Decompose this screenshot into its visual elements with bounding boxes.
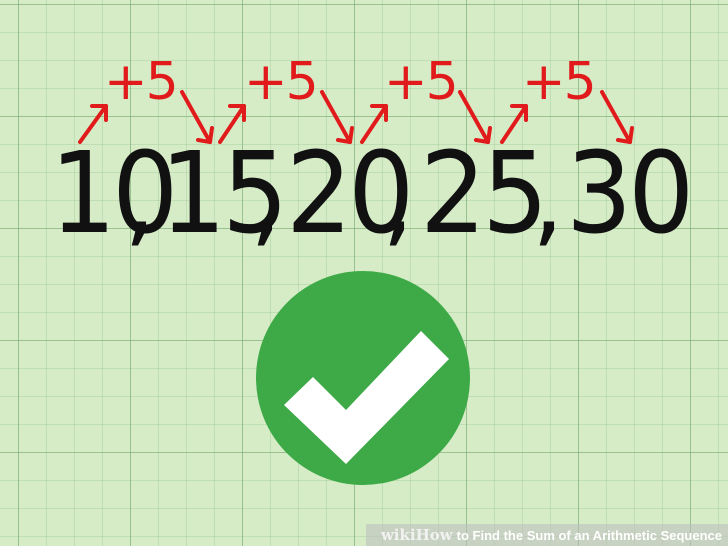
sequence-comma-2: , [250,141,282,258]
arrow-down-right-icon [180,90,214,144]
difference-label-1: +5 [104,52,179,112]
sequence-term-3: 20 [286,127,414,259]
sequence-comma-4: , [532,141,564,258]
wiki-logo-text: wiki [380,526,416,544]
sequence-term-1: 10 [50,127,178,259]
sequence-term-2: 15 [160,127,288,259]
difference-label-4: +5 [522,52,597,112]
arrow-up-right-icon [360,104,388,144]
arrow-down-right-icon [320,90,354,144]
difference-label-3: +5 [384,52,459,112]
difference-label-2: +5 [244,52,319,112]
arrow-down-right-icon [600,90,634,144]
banner-title: to Find the Sum of an Arithmetic Sequenc… [456,527,722,543]
arrow-down-right-icon [458,90,492,144]
sequence-term-4: 25 [420,127,548,259]
sequence-term-5: 30 [566,127,694,259]
arrow-up-right-icon [218,104,246,144]
sequence-comma-1: , [124,141,156,258]
arrow-up-right-icon [500,104,528,144]
sequence-comma-3: , [382,141,414,258]
wikihow-title-banner: wiki How to Find the Sum of an Arithmeti… [366,524,728,546]
how-logo-text: How [415,526,453,544]
arrow-up-right-icon [78,104,108,144]
